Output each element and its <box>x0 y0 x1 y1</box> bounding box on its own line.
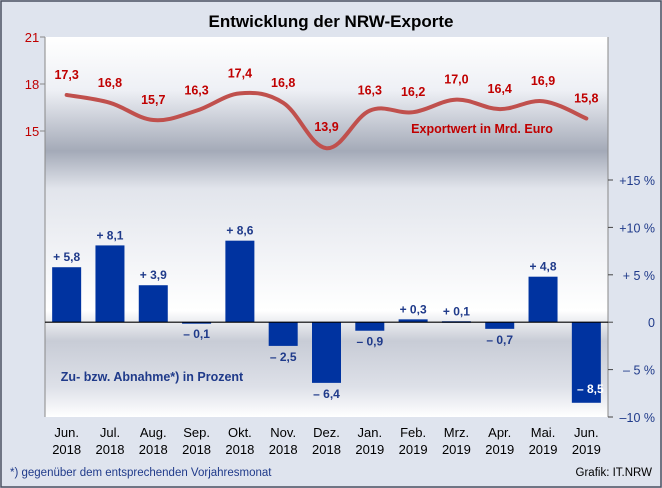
bar <box>485 322 515 329</box>
x-tick-year: 2019 <box>355 442 384 457</box>
chart-title: Entwicklung der NRW-Exporte <box>209 12 454 31</box>
bar-value-label: – 6,4 <box>313 387 340 401</box>
x-tick-month: Mrz. <box>444 425 469 440</box>
line-value-label: 17,0 <box>444 73 468 87</box>
x-tick-month: Nov. <box>270 425 296 440</box>
line-value-label: 13,9 <box>314 120 338 134</box>
line-value-label: 15,8 <box>574 91 598 105</box>
bar <box>268 322 298 346</box>
left-axis-tick-label: 15 <box>25 124 39 139</box>
x-tick-year: 2019 <box>485 442 514 457</box>
x-tick-month: Jan. <box>358 425 383 440</box>
bar-labels: + 5,8 + 8,1 + 3,9 – 0,1 + 8,6 – 2,5 – 6,4 – 0,9… <box>53 224 604 401</box>
export-value-line <box>64 90 589 151</box>
bar <box>95 245 125 323</box>
right-axis-tick-label: +15 % <box>619 174 655 188</box>
bar <box>225 240 255 323</box>
footnote: *) gegenüber dem entsprechenden Vorjahre… <box>10 467 272 479</box>
bar-value-label: + 8,6 <box>226 224 253 238</box>
x-tick-month: Sep. <box>183 425 210 440</box>
bar-value-label: – 0,1 <box>183 327 210 341</box>
x-tick-year: 2018 <box>269 442 298 457</box>
line-value-label: 16,3 <box>358 84 382 98</box>
line-value-label: 16,4 <box>488 82 512 96</box>
left-axis: 21 18 15 <box>25 30 45 139</box>
bar-value-label: – 8,5 <box>577 382 604 396</box>
right-axis-tick-label: 0 <box>648 316 655 330</box>
line-value-label: 16,3 <box>184 84 208 98</box>
bar-value-label: + 0,1 <box>443 304 470 318</box>
line-value-label: 16,2 <box>401 85 425 99</box>
x-tick-year: 2019 <box>572 442 601 457</box>
line-value-label: 16,9 <box>531 74 555 88</box>
bar-value-label: + 0,3 <box>400 302 427 316</box>
bar-value-label: + 5,8 <box>53 250 80 264</box>
x-tick-year: 2018 <box>96 442 125 457</box>
bar <box>398 319 428 323</box>
right-axis-tick-label: – 5 % <box>623 364 655 378</box>
bar-value-label: + 4,8 <box>530 260 557 274</box>
right-axis-tick-label: + 5 % <box>623 269 655 283</box>
bar-series-legend: Zu- bzw. Abnahme*) in Prozent <box>61 370 244 384</box>
left-axis-tick-label: 21 <box>25 30 39 45</box>
line-series-legend: Exportwert in Mrd. Euro <box>411 122 553 136</box>
x-tick-month: Dez. <box>313 425 340 440</box>
bar-value-label: – 0,9 <box>356 335 383 349</box>
x-tick-year: 2018 <box>52 442 81 457</box>
line-value-label: 15,7 <box>141 93 165 107</box>
x-tick-year: 2019 <box>399 442 428 457</box>
bar-series <box>52 240 601 403</box>
right-axis-tick-label: –10 % <box>620 411 655 425</box>
line-labels: 17,3 16,8 15,7 16,3 17,4 16,8 13,9 16,3 16,2 17,0… <box>54 66 598 134</box>
x-tick-year: 2018 <box>312 442 341 457</box>
x-tick-month: Feb. <box>400 425 426 440</box>
x-tick-month: Aug. <box>140 425 167 440</box>
bar-value-label: + 3,9 <box>140 268 167 282</box>
right-axis: +15 % +10 % + 5 % 0 – 5 % –10 % <box>608 174 655 425</box>
bar <box>182 322 212 324</box>
line-value-label: 17,3 <box>54 68 78 82</box>
bar <box>571 322 601 403</box>
x-tick-month: Jun. <box>54 425 79 440</box>
line-value-label: 16,8 <box>271 76 295 90</box>
line-series <box>64 90 589 151</box>
bar <box>52 267 82 323</box>
bar-value-label: – 2,5 <box>270 350 297 364</box>
x-tick-month: Okt. <box>228 425 252 440</box>
line-value-label: 16,8 <box>98 76 122 90</box>
bar <box>138 285 168 323</box>
x-axis: Jun. 2018 Jul. 2018 Aug. 2018 Sep. 2018 Okt. 2018… <box>52 425 601 457</box>
bar-value-label: – 0,7 <box>486 333 513 347</box>
bar-value-label: + 8,1 <box>96 228 123 242</box>
right-axis-tick-label: +10 % <box>619 221 655 235</box>
x-tick-month: Jun. <box>574 425 599 440</box>
credit: Grafik: IT.NRW <box>576 467 653 479</box>
line-value-label: 17,4 <box>228 66 252 80</box>
bar <box>355 322 385 331</box>
x-tick-month: Apr. <box>488 425 511 440</box>
x-tick-year: 2019 <box>529 442 558 457</box>
x-tick-year: 2018 <box>139 442 168 457</box>
x-tick-year: 2019 <box>442 442 471 457</box>
bar <box>528 276 558 323</box>
left-axis-tick-label: 18 <box>25 77 39 92</box>
x-tick-month: Jul. <box>100 425 120 440</box>
x-tick-month: Mai. <box>531 425 556 440</box>
bar <box>312 322 341 383</box>
x-tick-year: 2018 <box>225 442 254 457</box>
x-tick-year: 2018 <box>182 442 211 457</box>
